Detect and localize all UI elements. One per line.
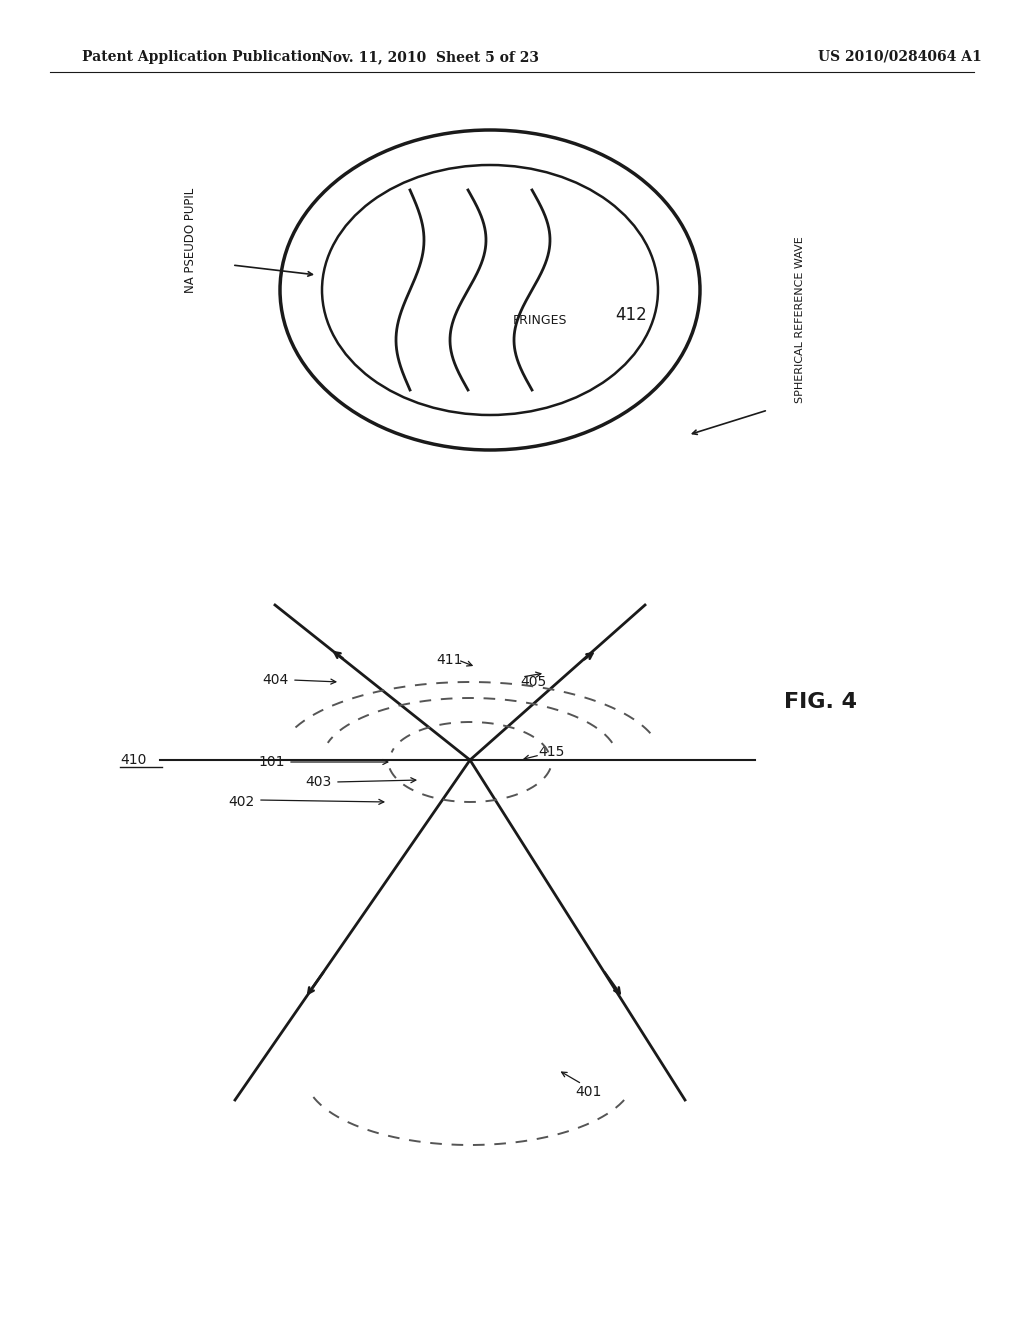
- Text: 415: 415: [538, 744, 564, 759]
- Text: Patent Application Publication: Patent Application Publication: [82, 50, 322, 63]
- Text: 404: 404: [262, 673, 288, 686]
- Text: Nov. 11, 2010  Sheet 5 of 23: Nov. 11, 2010 Sheet 5 of 23: [321, 50, 540, 63]
- Text: FIG. 4: FIG. 4: [783, 692, 856, 711]
- Text: SPHERICAL REFERENCE WAVE: SPHERICAL REFERENCE WAVE: [795, 236, 805, 404]
- Text: 401: 401: [575, 1085, 601, 1100]
- Text: 412: 412: [615, 306, 647, 323]
- Text: 410: 410: [120, 752, 146, 767]
- Text: 402: 402: [228, 795, 254, 809]
- Text: NA PSEUDO PUPIL: NA PSEUDO PUPIL: [183, 187, 197, 293]
- Text: 411: 411: [436, 653, 463, 667]
- Text: FRINGES: FRINGES: [513, 314, 567, 326]
- Text: US 2010/0284064 A1: US 2010/0284064 A1: [818, 50, 982, 63]
- Text: 403: 403: [305, 775, 331, 789]
- Text: 101: 101: [258, 755, 285, 770]
- Text: 405: 405: [520, 675, 546, 689]
